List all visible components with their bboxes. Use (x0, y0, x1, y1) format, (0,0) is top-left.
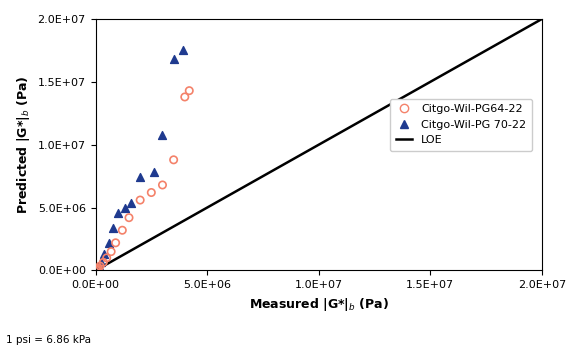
Point (92, 266, 102, 272)
Y-axis label: Predicted |G*|$_b$ (Pa): Predicted |G*|$_b$ (Pa) (15, 76, 32, 214)
Point (135, 175, 145, 180)
Point (118, 227, 127, 233)
Point (94, 266, 103, 271)
Point (91, 267, 101, 273)
Point (94, 263, 103, 268)
Point (95, 263, 105, 269)
Point (158, 132, 167, 137)
Point (92, 267, 101, 273)
Point (99, 259, 108, 265)
Point (169, 157, 178, 162)
Point (185, 88, 194, 93)
Point (113, 210, 123, 215)
Point (92, 265, 102, 271)
Point (149, 170, 158, 175)
Point (146, 190, 156, 195)
Point (106, 249, 116, 254)
Point (100, 252, 109, 257)
Point (158, 182, 167, 188)
Point (92, 267, 101, 273)
Point (135, 197, 145, 203)
Point (178, 48, 187, 53)
Point (92, 266, 101, 272)
Point (169, 57, 178, 62)
Point (127, 200, 136, 205)
Text: 1 psi = 6.86 kPa: 1 psi = 6.86 kPa (6, 335, 91, 345)
Point (104, 240, 113, 246)
Point (180, 94, 189, 100)
X-axis label: Measured |G*|$_b$ (Pa): Measured |G*|$_b$ (Pa) (249, 296, 389, 313)
Point (92, 267, 101, 273)
Point (124, 215, 134, 220)
Point (109, 225, 118, 230)
Point (111, 240, 120, 246)
Point (96, 259, 106, 264)
Legend: Citgo-Wil-PG64-22, Citgo-Wil-PG 70-22, LOE: Citgo-Wil-PG64-22, Citgo-Wil-PG 70-22, L… (390, 99, 532, 151)
Point (120, 205, 129, 210)
Point (102, 255, 112, 261)
